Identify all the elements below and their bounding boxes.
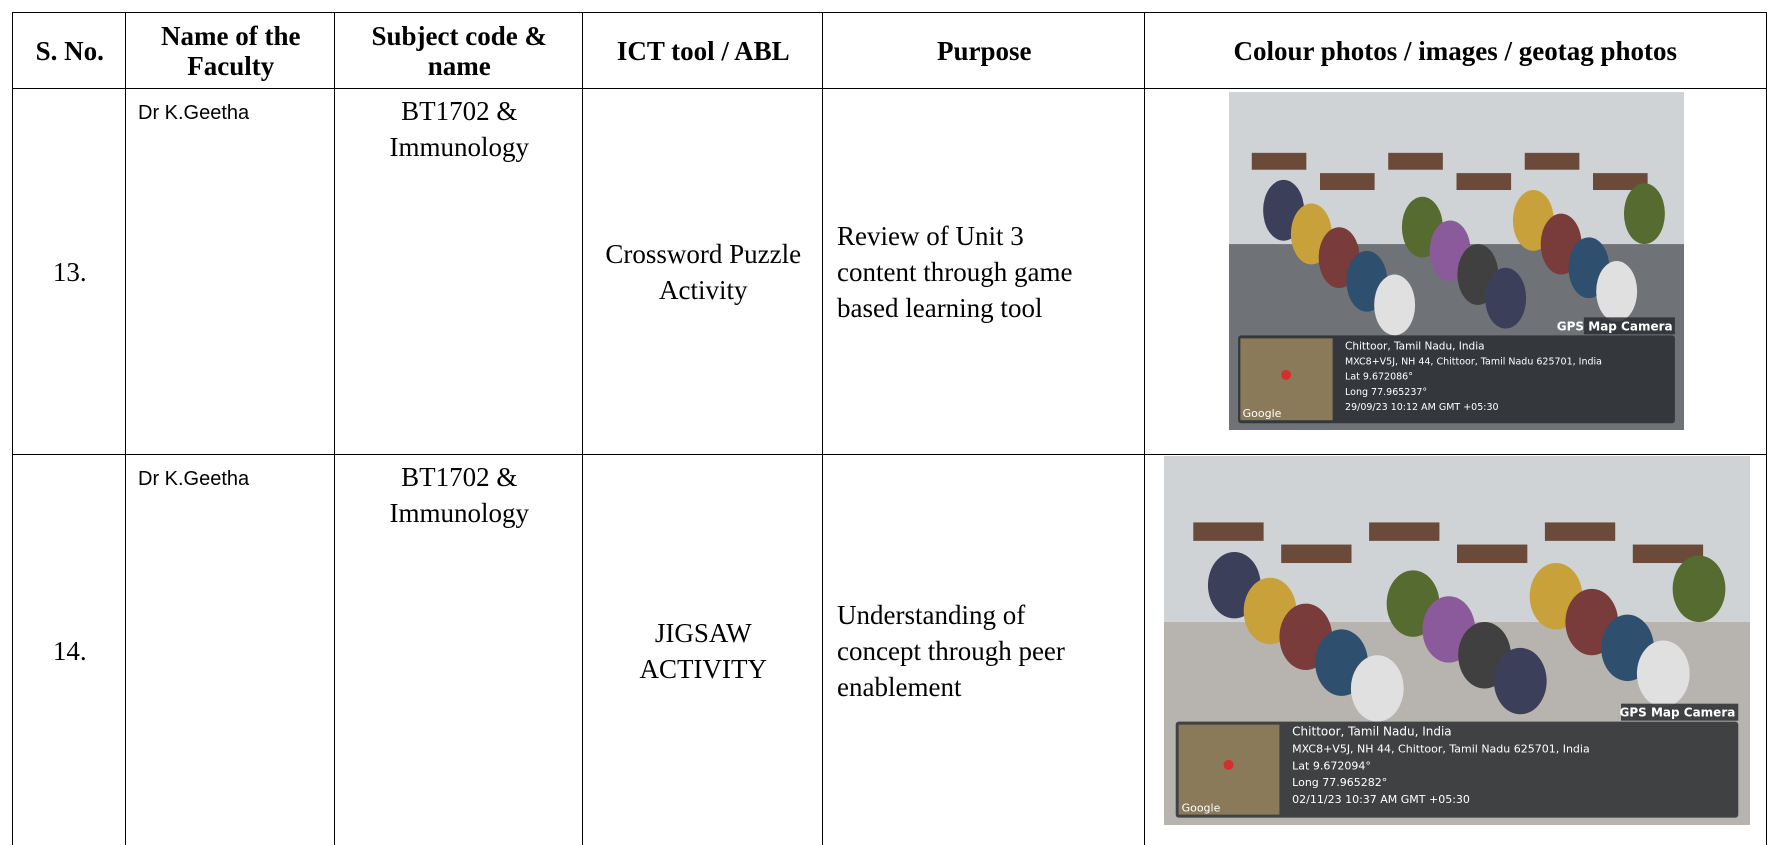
map-pin bbox=[1281, 369, 1292, 380]
desk bbox=[1457, 544, 1528, 564]
geotag-photo: Google GPS Map Camera Chittoor, Tamil Nadu… bbox=[1229, 92, 1684, 430]
geotag-panel bbox=[1175, 721, 1739, 818]
table-cell: JIGSAW ACTIVITY bbox=[582, 454, 824, 845]
geotag-line: 02/11/23 10:37 AM GMT +05:30 bbox=[1292, 793, 1470, 806]
person bbox=[1636, 640, 1690, 707]
table-cell: BT1702 & Immunology bbox=[334, 88, 584, 456]
table-cell: BT1702 & Immunology bbox=[334, 454, 584, 845]
geotag-photo: Google GPS Map Camera Chittoor, Tamil Nadu… bbox=[1164, 456, 1750, 825]
ict-tool: Crossword Puzzle Activity bbox=[605, 239, 802, 306]
person bbox=[1493, 647, 1547, 715]
header-text: Purpose bbox=[937, 36, 1032, 67]
person bbox=[1623, 183, 1665, 245]
desk bbox=[1281, 544, 1352, 564]
serial-number: 14. bbox=[52, 635, 87, 666]
geotag-line: Chittoor, Tamil Nadu, India bbox=[1345, 340, 1485, 352]
geotag-line: 29/09/23 10:12 AM GMT +05:30 bbox=[1345, 402, 1499, 413]
person bbox=[1672, 555, 1726, 623]
purpose: Review of Unit 3 content through game ba… bbox=[837, 221, 1073, 324]
person bbox=[1485, 267, 1527, 329]
geotag-panel bbox=[1238, 335, 1675, 424]
desk bbox=[1456, 173, 1512, 191]
subject: BT1702 & Immunology bbox=[389, 462, 530, 528]
desk bbox=[1320, 173, 1375, 191]
table-cell: S. No. bbox=[12, 12, 127, 90]
person bbox=[1374, 274, 1416, 336]
serial-number: 13. bbox=[52, 257, 87, 288]
desk bbox=[1251, 152, 1307, 170]
badge-bg bbox=[1621, 703, 1739, 721]
geotag-line: Lat 9.672086° bbox=[1345, 372, 1413, 383]
header-text: S. No. bbox=[35, 36, 104, 67]
purpose: Understanding of concept through peer en… bbox=[837, 599, 1065, 702]
photo-image: Google GPS Map Camera Chittoor, Tamil Nadu… bbox=[1164, 456, 1750, 825]
table-cell: 13. bbox=[12, 88, 127, 456]
badge-text: GPS Map Camera bbox=[1620, 706, 1736, 720]
desk bbox=[1388, 152, 1443, 170]
desk bbox=[1544, 522, 1616, 541]
table-cell: Google GPS Map Camera Chittoor, Tamil Nadu… bbox=[1144, 454, 1767, 845]
table-cell: ICT tool / ABL bbox=[582, 12, 824, 90]
geotag-line: Lat 9.672094° bbox=[1292, 759, 1371, 772]
map-pin bbox=[1223, 759, 1234, 770]
faculty-name: Dr K.Geetha bbox=[138, 102, 250, 124]
map-label: Google bbox=[1243, 407, 1282, 420]
photo-image: Google GPS Map Camera Chittoor, Tamil Nadu… bbox=[1229, 92, 1684, 430]
geotag-line: Long 77.965282° bbox=[1292, 776, 1387, 789]
desk bbox=[1632, 544, 1704, 564]
ict-tool: JIGSAW ACTIVITY bbox=[639, 617, 767, 684]
header-text: ICT tool / ABL bbox=[616, 36, 790, 67]
person bbox=[1596, 261, 1638, 322]
person bbox=[1350, 655, 1404, 722]
desk bbox=[1193, 522, 1264, 541]
badge-bg bbox=[1583, 317, 1675, 335]
table-cell: Colour photos / images / geotag photos bbox=[1144, 12, 1767, 90]
header-text: Subject code & name bbox=[371, 21, 547, 82]
badge-text: GPS Map Camera bbox=[1557, 319, 1673, 333]
geotag-line: Chittoor, Tamil Nadu, India bbox=[1292, 725, 1451, 739]
desk bbox=[1369, 522, 1440, 541]
table-cell: Review of Unit 3 content through game ba… bbox=[822, 88, 1146, 456]
desk bbox=[1593, 173, 1648, 191]
faculty-name: Dr K.Geetha bbox=[138, 468, 250, 490]
geotag-line: MXC8+V5J, NH 44, Chittoor, Tamil Nadu 62… bbox=[1345, 357, 1602, 368]
table-cell: Name of the Faculty bbox=[125, 12, 336, 90]
map-label: Google bbox=[1182, 802, 1221, 815]
table-cell: Understanding of concept through peer en… bbox=[822, 454, 1146, 845]
table-cell: Dr K.Geetha bbox=[125, 454, 336, 845]
table-cell: Subject code & name bbox=[334, 12, 584, 90]
geotag-line: MXC8+V5J, NH 44, Chittoor, Tamil Nadu 62… bbox=[1292, 742, 1590, 755]
table-cell: Purpose bbox=[822, 12, 1146, 90]
subject: BT1702 & Immunology bbox=[389, 96, 530, 162]
geotag-line: Long 77.965237° bbox=[1345, 387, 1427, 398]
header-text: Name of the Faculty bbox=[161, 21, 301, 82]
header-text: Colour photos / images / geotag photos bbox=[1233, 36, 1678, 67]
table-cell: 14. bbox=[12, 454, 127, 845]
table-cell: Crossword Puzzle Activity bbox=[582, 88, 824, 456]
desk bbox=[1524, 152, 1580, 170]
table-cell: Dr K.Geetha bbox=[125, 88, 336, 456]
table-cell: Google GPS Map Camera Chittoor, Tamil Nadu… bbox=[1144, 88, 1767, 456]
